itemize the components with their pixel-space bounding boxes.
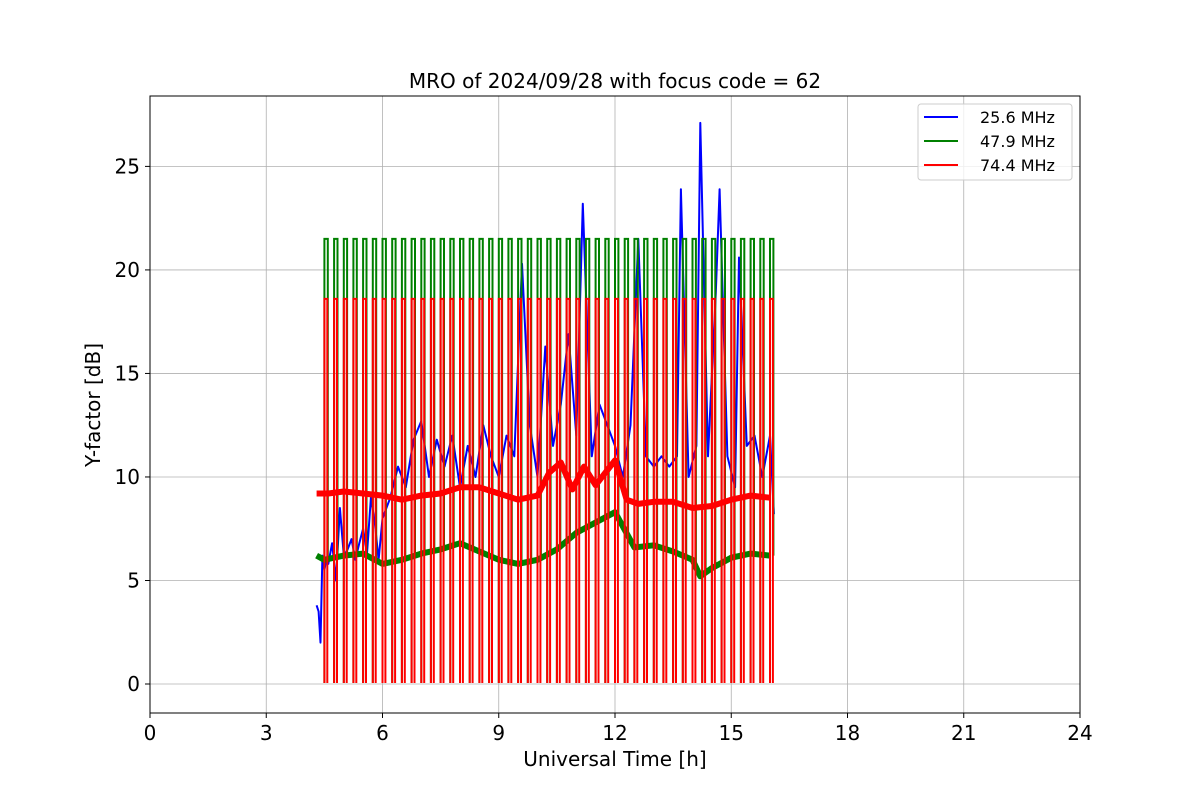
legend-label: 74.4 MHz <box>980 156 1055 175</box>
calibration-pulses-47-9-mhz <box>323 237 775 683</box>
x-tick-label: 9 <box>492 721 505 745</box>
legend-label: 25.6 MHz <box>980 108 1055 127</box>
x-tick-label: 18 <box>835 721 860 745</box>
y-tick-label: 15 <box>115 361 140 385</box>
legend: 25.6 MHz 47.9 MHz 74.4 MHz <box>917 103 1073 181</box>
chart-title: MRO of 2024/09/28 with focus code = 62 <box>409 69 821 93</box>
y-tick-label: 20 <box>115 258 140 282</box>
y-tick-label: 5 <box>127 568 140 592</box>
x-tick-label: 15 <box>719 721 744 745</box>
x-tick-label: 21 <box>951 721 976 745</box>
tick-layer: 0 3 6 9 12 15 18 21 24 0 5 10 15 20 25 <box>115 154 1093 745</box>
plot-layer <box>315 121 775 683</box>
x-tick-label: 3 <box>260 721 273 745</box>
legend-box <box>917 103 1073 181</box>
x-axis-label: Universal Time [h] <box>523 747 706 771</box>
y-tick-label: 25 <box>115 154 140 178</box>
x-tick-label: 24 <box>1067 721 1092 745</box>
y-tick-label: 10 <box>115 465 140 489</box>
legend-label: 47.9 MHz <box>980 132 1055 151</box>
y-axis-label: Y-factor [dB] <box>81 343 105 468</box>
x-tick-label: 0 <box>144 721 157 745</box>
y-tick-label: 0 <box>127 672 140 696</box>
x-tick-label: 12 <box>602 721 627 745</box>
calibration-pulses-74-4-mhz <box>323 297 774 683</box>
x-tick-label: 6 <box>376 721 389 745</box>
